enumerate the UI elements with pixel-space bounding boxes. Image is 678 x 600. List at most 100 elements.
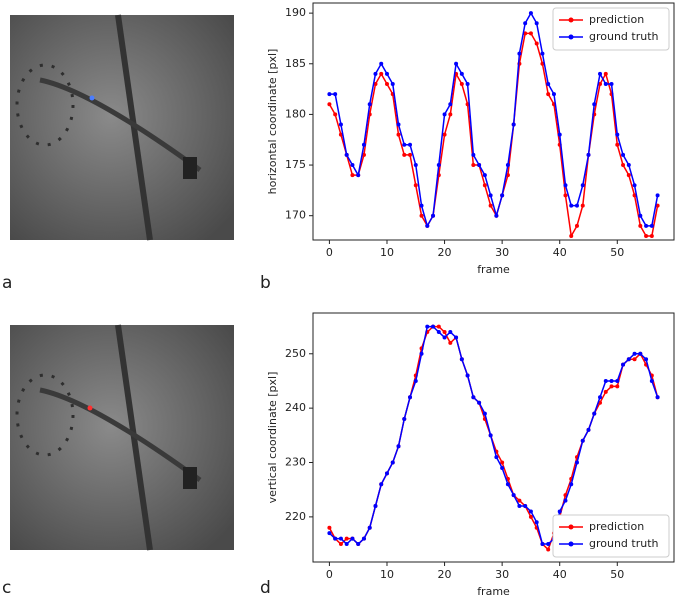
data-point [413, 378, 418, 383]
x-tick-label: 40 [553, 568, 567, 581]
data-point [373, 504, 378, 509]
y-tick-label: 185 [285, 57, 306, 70]
data-point [528, 31, 533, 36]
series-line [329, 11, 659, 228]
data-point [327, 102, 332, 107]
data-point [425, 324, 430, 329]
x-tick-label: 50 [610, 246, 624, 259]
data-point [431, 213, 436, 218]
data-point [338, 536, 343, 541]
data-point [586, 152, 591, 157]
data-point [488, 203, 493, 208]
data-point [361, 536, 366, 541]
data-point [327, 92, 332, 97]
data-point [327, 525, 332, 530]
data-point [448, 330, 453, 335]
data-point [454, 61, 459, 66]
data-point [350, 163, 355, 168]
data-point [546, 542, 551, 547]
y-tick-label: 250 [285, 347, 306, 360]
y-tick-label: 240 [285, 401, 306, 414]
data-point [534, 520, 539, 525]
legend-label: prediction [589, 520, 644, 533]
data-point [402, 152, 407, 157]
data-point [413, 163, 418, 168]
data-point [442, 132, 447, 137]
data-point [655, 193, 660, 198]
data-point [344, 542, 349, 547]
data-point [494, 213, 499, 218]
data-point [482, 411, 487, 416]
data-point [419, 213, 424, 218]
data-point [528, 509, 533, 514]
data-point [465, 82, 470, 87]
legend-marker [568, 524, 574, 530]
data-point [621, 152, 626, 157]
data-point [517, 51, 522, 56]
data-point [649, 378, 654, 383]
data-point [621, 163, 626, 168]
data-point [356, 542, 361, 547]
data-point [569, 233, 574, 238]
legend-marker [568, 34, 574, 40]
data-point [471, 395, 476, 400]
y-tick-label: 170 [285, 209, 306, 222]
data-point [396, 132, 401, 137]
data-point [396, 444, 401, 449]
y-axis-label: horizontal coordinate [pxl] [266, 49, 279, 195]
panel-label: c [2, 578, 11, 596]
data-point [557, 509, 562, 514]
data-point [563, 498, 568, 503]
data-point [373, 71, 378, 76]
data-point [419, 351, 424, 356]
x-tick-label: 40 [553, 246, 567, 259]
panel-label: b [260, 273, 271, 293]
data-point [644, 233, 649, 238]
y-tick-label: 175 [285, 158, 306, 171]
xray-image-a [10, 14, 234, 241]
data-point [327, 531, 332, 536]
legend-box [552, 7, 670, 51]
data-point [488, 193, 493, 198]
data-point [413, 183, 418, 188]
data-point [338, 542, 343, 547]
data-point [603, 378, 608, 383]
data-point [638, 213, 643, 218]
data-point [494, 455, 499, 460]
data-point [528, 11, 533, 16]
data-point [333, 92, 338, 97]
data-point [454, 335, 459, 340]
data-point [546, 92, 551, 97]
data-point [459, 82, 464, 87]
data-point [546, 82, 551, 87]
y-tick-label: 230 [285, 456, 306, 469]
data-point [356, 173, 361, 178]
plot-frame [312, 2, 675, 241]
legend-label: prediction [589, 13, 644, 26]
data-point [350, 173, 355, 178]
data-point [436, 163, 441, 168]
data-point [408, 152, 413, 157]
data-point [482, 183, 487, 188]
data-point [603, 82, 608, 87]
legend-label: ground truth [589, 537, 659, 550]
data-point [638, 351, 643, 356]
data-point [621, 362, 626, 367]
data-point [333, 112, 338, 117]
x-tick-label: 50 [610, 568, 624, 581]
data-point [551, 92, 556, 97]
data-point [402, 142, 407, 147]
data-point [448, 102, 453, 107]
data-point [563, 183, 568, 188]
data-point [580, 183, 585, 188]
data-point [540, 51, 545, 56]
y-tick-label: 180 [285, 107, 306, 120]
data-point [517, 498, 522, 503]
data-point [471, 163, 476, 168]
y-axis-label: vertical coordinate [pxl] [266, 372, 279, 504]
data-point [632, 183, 637, 188]
data-point [540, 542, 545, 547]
data-point [563, 193, 568, 198]
data-point [367, 102, 372, 107]
data-point [517, 504, 522, 509]
